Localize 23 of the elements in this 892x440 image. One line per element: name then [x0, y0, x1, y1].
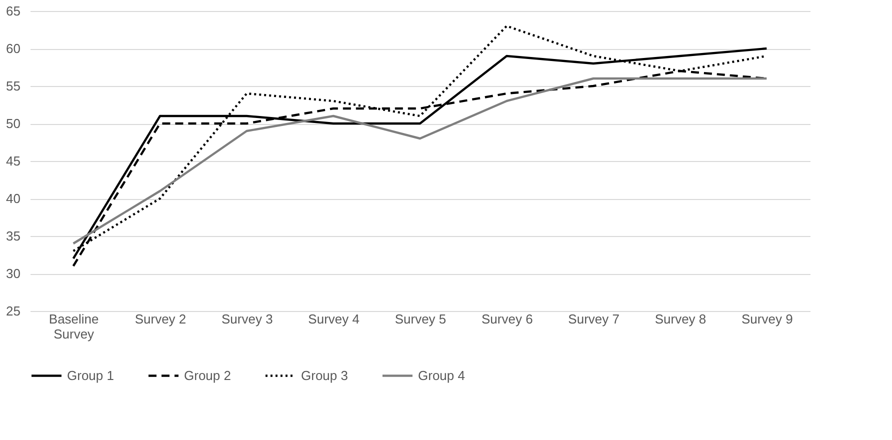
- x-tick-label: Survey 5: [394, 312, 446, 326]
- legend-label: Group 3: [301, 368, 348, 383]
- x-tick-label: Survey 4: [308, 312, 360, 326]
- x-tick-label: Survey 2: [134, 312, 186, 326]
- line-series: [72, 77, 768, 245]
- y-tick-label: 25: [6, 304, 20, 318]
- y-tick-label: 30: [6, 266, 20, 281]
- y-tick-label: 65: [6, 4, 20, 18]
- y-tick-label: 40: [6, 191, 20, 206]
- legend-label: Group 1: [67, 368, 114, 383]
- y-tick-label: 45: [6, 154, 20, 168]
- x-tick-label: Survey 6: [482, 312, 533, 326]
- y-tick-label: 60: [6, 41, 20, 56]
- y-tick-label: 50: [6, 116, 20, 131]
- y-tick-label: 55: [6, 78, 20, 94]
- x-tick-label: Survey 8: [654, 312, 706, 326]
- x-tick-label: Baseline Survey: [48, 312, 99, 342]
- x-tick-label: Survey 9: [742, 312, 793, 326]
- y-tick-label: 35: [6, 228, 20, 244]
- legend-label: Group 2: [184, 368, 231, 383]
- x-tick-label: Survey 7: [568, 312, 620, 326]
- legend-label: Group 4: [418, 368, 465, 383]
- x-tick-label: Survey 3: [222, 312, 273, 326]
